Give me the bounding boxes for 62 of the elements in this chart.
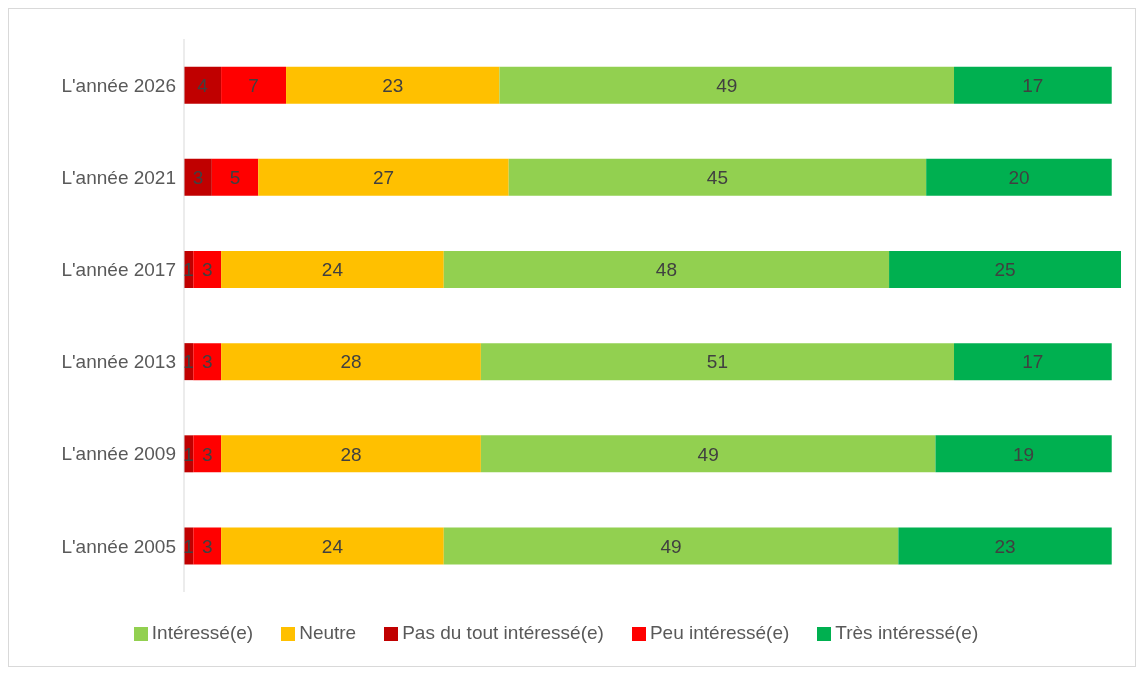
y-tick-label: L'année 2021 [61,166,176,188]
y-tick-label: L'année 2005 [61,535,176,557]
data-label: 19 [1013,443,1035,465]
bar [221,66,287,104]
y-tick-label: L'année 2026 [61,74,176,96]
data-label: 23 [994,535,1016,557]
data-label: 28 [340,443,362,465]
bar [898,527,1112,565]
bar [935,435,1112,473]
legend-label: Neutre [299,622,357,643]
data-label: 3 [201,351,213,373]
data-label: 7 [248,74,259,96]
legend-label: Peu intéressé(e) [649,622,790,643]
data-label: 51 [706,351,729,373]
data-label: 45 [706,167,729,189]
data-label: 3 [192,167,204,189]
data-label: 17 [1022,74,1044,96]
bar [889,250,1121,288]
bar [508,158,927,196]
bar [193,250,222,288]
bar [926,158,1112,196]
data-label: 48 [655,259,677,281]
bar [221,435,481,473]
data-label: 20 [1008,167,1030,189]
y-tick-label: L'année 2009 [61,443,176,465]
data-label: 27 [372,167,395,189]
data-label: 49 [716,74,738,96]
legend-label: Pas du tout intéressé(e) [402,622,604,643]
data-label: 5 [229,167,241,189]
legend-label: Intéressé(e) [151,622,254,643]
data-label: 49 [697,443,719,465]
data-label: 23 [382,74,404,96]
bar [480,343,955,381]
bar [480,435,936,473]
data-label: 24 [321,259,344,281]
data-label: 28 [340,351,362,373]
bar [954,343,1112,381]
data-label: 24 [321,535,344,557]
data-label: 3 [201,443,213,465]
data-label: 3 [201,535,213,557]
bar [221,343,481,381]
bar [211,158,259,196]
bar [443,527,899,565]
bar [221,527,444,565]
legend-label: Très intéressé(e) [835,622,979,643]
y-tick-label: L'année 2013 [61,351,176,373]
data-label: 25 [994,259,1016,281]
data-label: 3 [201,259,213,281]
bar [258,158,509,196]
bar [193,435,222,473]
bar [443,250,890,288]
data-label: 17 [1022,351,1044,373]
bar [286,66,500,104]
bar [193,343,222,381]
bar [954,66,1112,104]
bar [193,527,222,565]
data-label: 4 [197,74,209,96]
bar [184,66,222,104]
data-label: 49 [660,535,682,557]
y-tick-label: L'année 2017 [61,259,176,281]
bar [499,66,955,104]
bar [221,250,444,288]
